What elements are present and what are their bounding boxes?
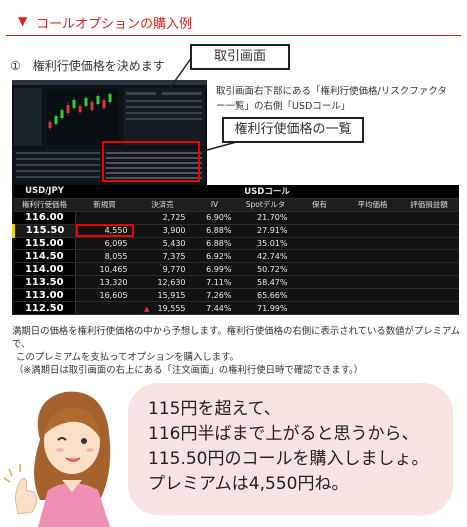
- up-arrow-icon: ▲: [144, 304, 150, 313]
- table-row: 113.50 13,320 12,630 7.11% 58.47%: [13, 275, 459, 290]
- speech-bubble: 115円を超えて、 116円半ばまで上がると思うから、 115.50円のコールを…: [128, 383, 453, 515]
- callout-pointers: [169, 56, 241, 153]
- col-header: 保有: [293, 198, 346, 212]
- new-buy-cell[interactable]: 10,465: [75, 262, 134, 277]
- col-header: 権利行使価格: [13, 198, 76, 212]
- iv-cell: 6.92%: [191, 249, 238, 264]
- col-header: IV: [191, 198, 238, 212]
- iv-cell: 6.88%: [191, 237, 238, 251]
- new-buy-cell[interactable]: 4,550: [75, 224, 134, 238]
- col-header: Spotデルタ: [237, 198, 294, 212]
- close-sell-cell[interactable]: 3,900: [133, 224, 192, 238]
- iv-cell: 7.26%: [191, 288, 238, 303]
- strike-price: 112.50: [13, 301, 76, 315]
- table-row: 114.00 10,465 9,770 6.99% 50.72%: [13, 262, 459, 277]
- iv-cell: 7.44%: [191, 301, 238, 315]
- usd-call-table: USD/JPY USDコール 権利行使価格 新規買 決済売 IV Spotデルタ…: [12, 185, 459, 315]
- trade-screen-illustration: [12, 80, 207, 185]
- delta-cell: 42.74%: [237, 249, 294, 264]
- col-header: 決済売: [133, 198, 192, 212]
- new-buy-cell[interactable]: [75, 301, 134, 315]
- new-buy-cell[interactable]: 6,095: [75, 237, 134, 251]
- pair-label: USD/JPY: [13, 185, 76, 199]
- close-sell-cell[interactable]: 9,770: [133, 262, 192, 277]
- callout-trade-screen: 取引画面: [190, 44, 290, 70]
- bubble-line: 115.50円のコールを購入しましょ。: [148, 449, 429, 469]
- section-title: コールオプションの購入例: [36, 17, 193, 32]
- callout-strike-list: 権利行使価格の一覧: [222, 117, 364, 143]
- description-text: 取引画面右下部にある「権利行使価格/リスクファクター一覧」の右側「USDコール」: [216, 86, 447, 112]
- close-sell-value: 19,555: [157, 303, 186, 313]
- note-line: 満期日の価格を権利行使価格の中から予想します。権利行使価格の右側に表示されている…: [12, 326, 461, 350]
- new-buy-cell[interactable]: 8,055: [75, 249, 134, 264]
- table-row: 112.50 ▲ 19,555 7.44% 71.99%: [13, 301, 459, 315]
- strike-price: 113.00: [13, 288, 76, 303]
- bubble-line: プレミアムは4,550円ね。: [148, 474, 349, 494]
- col-header: 平均価格: [345, 198, 400, 212]
- delta-cell: 35.01%: [237, 237, 294, 251]
- strike-price: 114.00: [13, 262, 76, 277]
- strike-price: 115.00: [13, 237, 76, 251]
- table-row-selected: 115.50 4,550 3,900 6.88% 27.91%: [12, 224, 459, 238]
- section-header: ▼ コールオプションの購入例: [6, 6, 461, 36]
- woman-character-icon: [3, 391, 111, 527]
- delta-cell: 50.72%: [237, 262, 294, 277]
- close-sell-cell[interactable]: 15,915: [133, 288, 192, 303]
- delta-cell: 71.99%: [237, 301, 294, 315]
- iv-cell: 6.90%: [191, 211, 238, 225]
- close-sell-cell[interactable]: 7,375: [133, 249, 192, 264]
- step-number: ①: [10, 59, 21, 73]
- strike-price: 113.50: [13, 275, 76, 290]
- bubble-line: 115円を超えて、: [148, 399, 281, 419]
- delta-cell: 21.70%: [237, 211, 294, 225]
- iv-cell: 7.11%: [191, 275, 238, 290]
- strike-price: 114.50: [13, 249, 76, 264]
- triangle-down-icon: ▼: [18, 14, 28, 28]
- col-header: 新規買: [75, 198, 134, 212]
- col-header: 評価損益額: [399, 198, 459, 212]
- close-sell-cell[interactable]: ▲ 19,555: [133, 301, 192, 315]
- strike-price: 116.00: [13, 211, 76, 225]
- iv-cell: 6.88%: [191, 224, 238, 238]
- trade-screen-thumbnail: [12, 80, 207, 185]
- close-sell-cell[interactable]: 12,630: [133, 275, 192, 290]
- table-row: 115.00 6,095 5,430 6.88% 35.01%: [13, 237, 459, 251]
- bubble-line: 116円半ばまで上がると思うから、: [148, 424, 419, 444]
- iv-cell: 6.99%: [191, 262, 238, 277]
- new-buy-cell[interactable]: 16,605: [75, 288, 134, 303]
- step-heading: ① 権利行使価格を決めます: [10, 57, 165, 74]
- delta-cell: 65.66%: [237, 288, 294, 303]
- close-sell-cell[interactable]: 5,430: [133, 237, 192, 251]
- new-buy-cell[interactable]: [75, 211, 134, 225]
- step-title: 権利行使価格を決めます: [32, 59, 165, 73]
- close-sell-cell[interactable]: 2,725: [133, 211, 192, 225]
- note-line: このプレミアムを支払ってオプションを購入します。: [16, 352, 239, 363]
- table-row: 116.00 2,725 6.90% 21.70%: [13, 211, 459, 225]
- note-line: （※満期日は取引画面の右上にある「注文画面」の権利行使日時で確認できます。）: [14, 365, 364, 376]
- strike-price: 115.50: [12, 224, 76, 238]
- explanation-note: 満期日の価格を権利行使価格の中から予想します。権利行使価格の右側に表示されている…: [12, 325, 462, 377]
- table-title: USDコール: [75, 185, 459, 199]
- strike-list-highlight: [102, 141, 200, 182]
- delta-cell: 27.91%: [237, 224, 294, 238]
- new-buy-cell[interactable]: 13,320: [75, 275, 134, 290]
- delta-cell: 58.47%: [237, 275, 294, 290]
- table-row: 113.00 16,605 15,915 7.26% 65.66%: [13, 288, 459, 303]
- table-row: 114.50 8,055 7,375 6.92% 42.74%: [13, 249, 459, 264]
